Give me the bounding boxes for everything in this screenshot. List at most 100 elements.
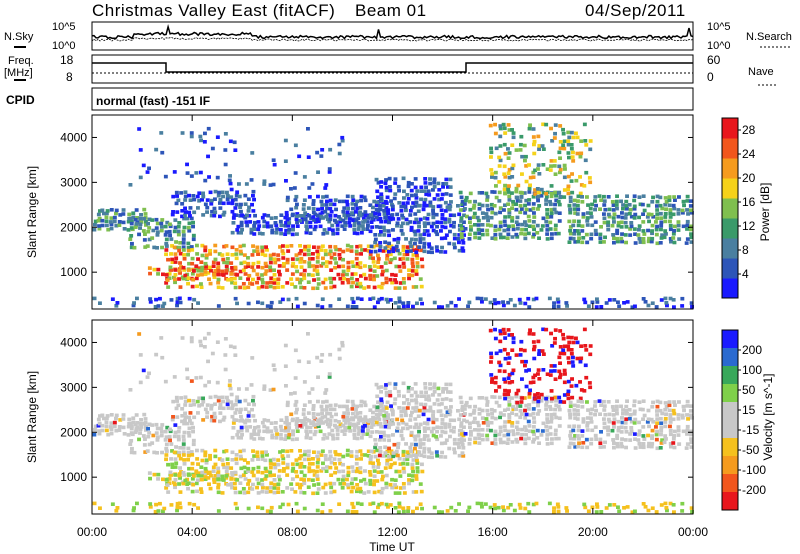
velocity-cell <box>378 409 382 413</box>
velocity-cell <box>524 369 529 373</box>
velocity-cell <box>260 437 265 441</box>
power-cell <box>514 207 519 212</box>
velocity-cell <box>457 433 462 437</box>
power-cell <box>164 244 169 248</box>
velocity-cell <box>268 489 273 494</box>
power-cell <box>436 204 441 209</box>
velocity-cell <box>359 479 363 483</box>
velocity-cell <box>315 474 320 478</box>
velocity-cell <box>387 420 392 425</box>
power-cell <box>341 249 346 254</box>
velocity-cell <box>315 355 320 360</box>
power-cell <box>262 179 267 183</box>
x-tick-label: 12:00 <box>377 525 407 539</box>
power-cell <box>641 237 646 241</box>
velocity-cell <box>284 384 288 388</box>
power-colorbar-swatch <box>722 198 738 219</box>
velocity-cell <box>472 408 477 413</box>
power-cell <box>501 122 506 127</box>
velocity-cell <box>457 417 462 422</box>
velocity-cell <box>689 440 694 445</box>
power-cell <box>359 297 364 301</box>
velocity-cell <box>365 425 370 429</box>
velocity-cell <box>650 428 655 433</box>
velocity-cell <box>323 391 328 395</box>
velocity-cell <box>251 449 255 453</box>
power-cell <box>379 195 384 199</box>
power-cell <box>439 197 444 201</box>
velocity-cell <box>355 483 360 487</box>
velocity-cell <box>252 454 257 458</box>
velocity-cell <box>351 505 356 509</box>
velocity-cell <box>575 356 580 361</box>
power-cell <box>362 286 367 290</box>
y-tick-label: 2000 <box>60 220 87 234</box>
velocity-cell <box>251 394 256 399</box>
power-cell <box>641 194 646 198</box>
power-colorbar-swatch <box>722 238 738 259</box>
velocity-cell <box>286 435 291 440</box>
velocity-cell <box>183 395 188 399</box>
power-cell <box>386 211 391 216</box>
power-cell <box>341 264 346 269</box>
velocity-cell <box>461 446 466 450</box>
velocity-cell <box>346 483 350 487</box>
velocity-cell <box>435 437 440 442</box>
power-cell <box>286 230 291 235</box>
power-cell <box>147 217 152 222</box>
power-cell <box>186 281 190 286</box>
power-cell <box>432 197 437 201</box>
velocity-cell <box>462 418 466 423</box>
velocity-cell <box>453 509 458 513</box>
velocity-cell <box>129 450 134 455</box>
velocity-cell <box>321 466 325 471</box>
velocity-cell <box>269 505 274 510</box>
velocity-cell <box>523 437 527 441</box>
velocity-cell <box>187 426 192 431</box>
velocity-cell <box>448 418 453 422</box>
velocity-cell <box>498 415 502 420</box>
power-cell <box>371 205 375 210</box>
velocity-cell <box>667 408 672 413</box>
power-cell <box>413 232 418 237</box>
power-cell <box>239 220 244 225</box>
power-cell <box>435 193 440 197</box>
power-cell <box>558 156 562 160</box>
velocity-cell <box>523 363 527 368</box>
power-cell <box>489 146 493 151</box>
power-cell <box>537 190 541 195</box>
velocity-cell <box>553 407 557 412</box>
power-cell <box>121 208 126 212</box>
power-cell <box>347 220 352 225</box>
velocity-cell <box>387 454 391 459</box>
power-cell <box>268 265 273 269</box>
velocity-cell <box>285 473 290 477</box>
power-cell <box>663 219 668 224</box>
velocity-cell <box>349 489 354 494</box>
power-cell <box>520 227 524 232</box>
power-cell <box>663 229 668 233</box>
power-cell <box>415 264 420 269</box>
power-cell <box>615 194 619 198</box>
power-cell <box>660 233 665 237</box>
velocity-cell <box>173 430 178 435</box>
velocity-cell <box>520 396 524 400</box>
power-cell <box>493 237 498 241</box>
power-cell <box>166 285 171 289</box>
power-cell <box>457 212 462 217</box>
power-cell <box>198 170 203 175</box>
power-cell <box>285 198 290 203</box>
velocity-cell <box>401 426 405 431</box>
power-cell <box>358 261 363 265</box>
velocity-cell <box>156 472 161 477</box>
power-cell <box>664 301 669 305</box>
power-cell <box>318 224 323 229</box>
velocity-cell <box>327 375 332 379</box>
power-cell <box>237 194 242 199</box>
power-cell <box>660 206 665 211</box>
velocity-cell <box>321 485 326 490</box>
velocity-cell <box>208 457 212 461</box>
velocity-cell <box>230 435 235 440</box>
velocity-cell <box>502 392 507 397</box>
velocity-cell <box>368 482 373 486</box>
